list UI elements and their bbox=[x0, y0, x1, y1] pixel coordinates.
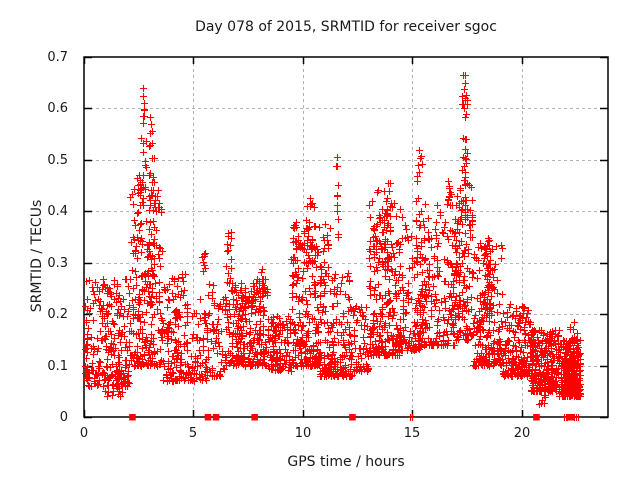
y-tick-label: 0.3 bbox=[47, 256, 68, 271]
y-tick-label: 0.1 bbox=[47, 359, 68, 374]
chart-title: Day 078 of 2015, SRMTID for receiver sgo… bbox=[195, 19, 497, 35]
y-tick-label: 0.4 bbox=[47, 204, 68, 219]
x-tick-label: 0 bbox=[79, 426, 89, 441]
y-tick-label: 0.5 bbox=[47, 153, 68, 168]
y-tick-label: 0.7 bbox=[47, 50, 68, 65]
x-tick-label: 15 bbox=[403, 426, 421, 441]
plot-border bbox=[83, 56, 609, 418]
x-tick-label: 20 bbox=[513, 426, 531, 441]
x-tick-label: 10 bbox=[294, 426, 312, 441]
x-axis-label: GPS time / hours bbox=[287, 454, 405, 470]
y-tick-label: 0.6 bbox=[47, 101, 68, 116]
y-tick-label: 0.2 bbox=[47, 307, 68, 322]
scatter-points bbox=[82, 72, 584, 421]
x-tick-label: 5 bbox=[188, 426, 198, 441]
y-tick-label: 0 bbox=[59, 410, 68, 425]
axis-ticks bbox=[83, 56, 608, 419]
zero-gap-squares bbox=[129, 414, 575, 421]
